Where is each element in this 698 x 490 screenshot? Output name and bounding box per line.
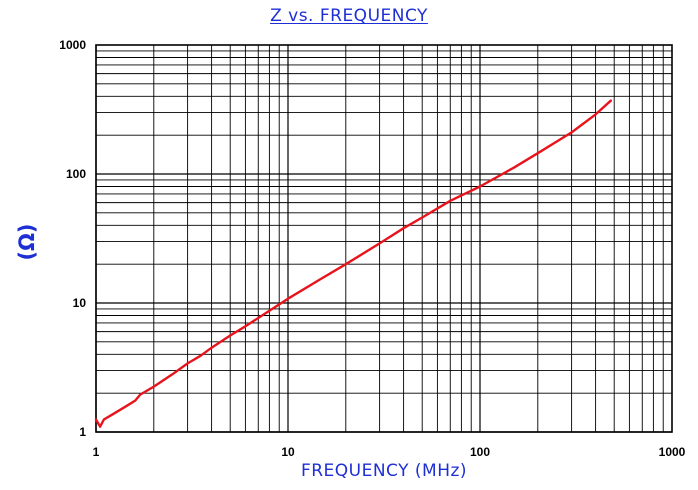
impedance-curve [94, 99, 612, 428]
x-tick-label: 1000 [659, 445, 686, 459]
y-tick-label: 10 [73, 296, 87, 310]
tick-labels: 1 10 100 1000 1 10 100 1000 [59, 38, 685, 459]
y-tick-label: 100 [66, 167, 86, 181]
grid-lines [95, 45, 672, 433]
series-group [94, 99, 612, 428]
x-tick-label: 10 [281, 445, 295, 459]
chart-title: Z vs. FREQUENCY [270, 6, 428, 26]
y-tick-label: 1000 [59, 38, 86, 52]
plot-frame [95, 44, 673, 433]
x-tick-label: 100 [470, 445, 490, 459]
y-tick-label: 1 [79, 425, 86, 439]
x-tick-label: 1 [93, 445, 100, 459]
x-axis-label: FREQUENCY (MHz) [300, 461, 468, 481]
